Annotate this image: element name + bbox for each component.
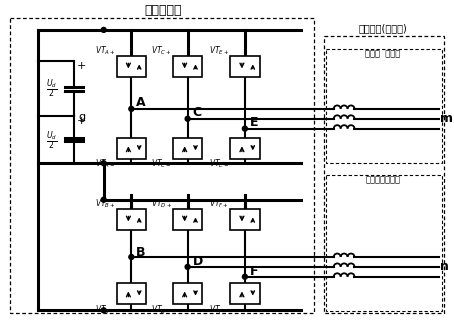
Text: m: m: [440, 112, 454, 125]
Text: $VT_{C-}$: $VT_{C-}$: [151, 158, 172, 170]
Bar: [230, 283, 260, 304]
Text: $VT_{A+}$: $VT_{A+}$: [95, 44, 115, 57]
Text: $VT_{B+}$: $VT_{B+}$: [95, 197, 115, 210]
Text: $VT_{E+}$: $VT_{E+}$: [209, 44, 229, 57]
Circle shape: [185, 116, 190, 121]
Text: g: g: [79, 112, 85, 122]
Text: $\frac{U_d}{2}$: $\frac{U_d}{2}$: [46, 77, 57, 100]
Bar: [230, 55, 260, 77]
Bar: [230, 209, 260, 230]
Text: $VT_{D-}$: $VT_{D-}$: [151, 303, 172, 315]
Circle shape: [101, 308, 106, 313]
Text: 定子第  套绕组: 定子第 套绕组: [365, 49, 401, 58]
Circle shape: [101, 161, 106, 166]
Bar: [117, 55, 146, 77]
Text: D: D: [192, 255, 203, 268]
Bar: [173, 283, 202, 304]
Text: 六相电机(定子侧): 六相电机(定子侧): [359, 23, 408, 33]
Bar: [117, 209, 146, 230]
Text: C: C: [192, 106, 202, 119]
Bar: [230, 138, 260, 159]
Text: B: B: [136, 246, 146, 259]
Circle shape: [129, 254, 134, 259]
Text: $VT_{E-}$: $VT_{E-}$: [209, 158, 229, 170]
Circle shape: [129, 106, 134, 111]
Text: $\frac{U_d}{2}$: $\frac{U_d}{2}$: [46, 129, 57, 152]
Text: $VT_{A-}$: $VT_{A-}$: [95, 158, 115, 170]
Bar: [173, 138, 202, 159]
Circle shape: [242, 274, 247, 279]
Circle shape: [242, 126, 247, 131]
Text: $VT_{D+}$: $VT_{D+}$: [151, 197, 172, 210]
Circle shape: [101, 197, 106, 202]
Text: n: n: [440, 260, 449, 273]
Text: +: +: [76, 61, 86, 71]
Text: $VT_{F+}$: $VT_{F+}$: [209, 197, 229, 210]
Text: $VT_{C+}$: $VT_{C+}$: [151, 44, 172, 57]
Bar: [117, 138, 146, 159]
Circle shape: [101, 27, 106, 32]
Bar: [117, 283, 146, 304]
Text: +: +: [76, 116, 86, 126]
Text: A: A: [136, 96, 146, 110]
Text: F: F: [250, 265, 258, 278]
Text: E: E: [250, 116, 258, 129]
Text: $VT_{F-}$: $VT_{F-}$: [209, 303, 229, 315]
Text: $VT_{B-}$: $VT_{B-}$: [95, 303, 115, 315]
Bar: [173, 209, 202, 230]
Bar: [173, 55, 202, 77]
Circle shape: [185, 264, 190, 269]
Text: 六相逆变器: 六相逆变器: [144, 4, 182, 17]
Text: 定子第二套绕组: 定子第二套绕组: [365, 176, 400, 184]
